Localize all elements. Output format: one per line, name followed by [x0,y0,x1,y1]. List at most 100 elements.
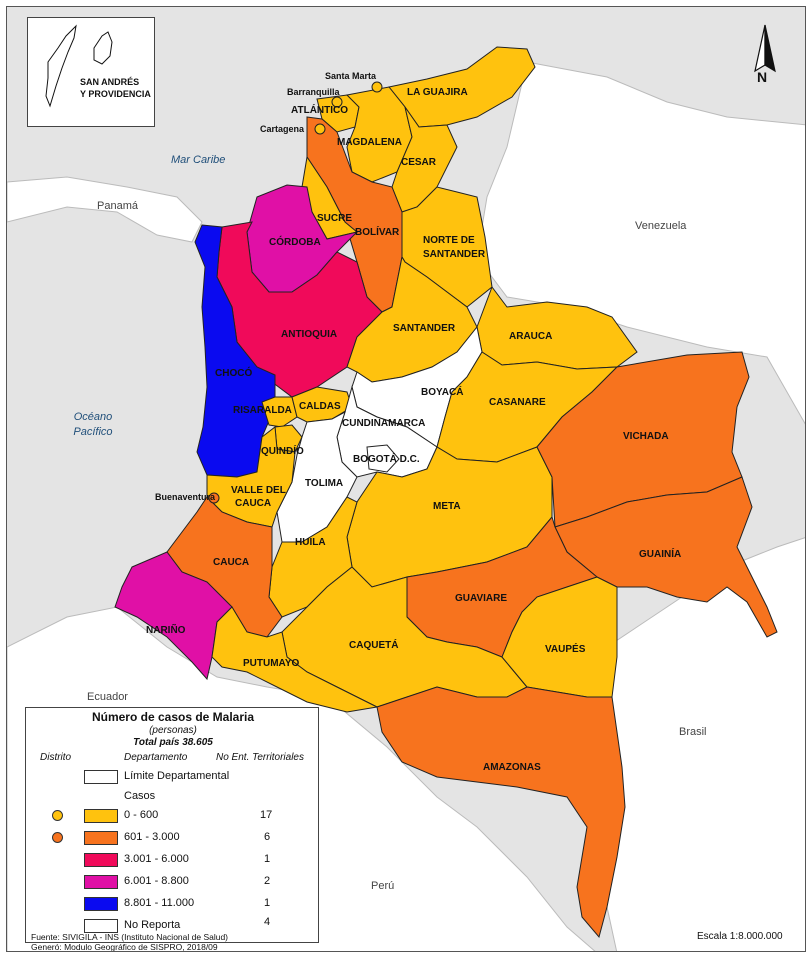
buenaventura-marker [208,492,220,504]
dept-label: MAGDALENA [337,137,402,148]
dept-label: VALLE DEL [231,485,286,496]
distrito-dot-0-600 [52,810,63,821]
dept-label: NARIÑO [146,623,186,636]
legend-box: Número de casos de Malaria (personas) To… [25,707,319,943]
dept-label: PUTUMAYO [243,658,300,669]
dept-label: ATLÁNTICO [291,103,348,116]
swatch-no-reporta [84,919,118,933]
city-label-barranquilla: Barranquilla [287,87,341,97]
range-label: 6.001 - 8.800 [124,875,189,887]
north-arrow-right-half [764,24,776,73]
dept-label: SANTANDER [423,249,486,260]
dept-label: SANTANDER [393,323,456,334]
north-letter: N [757,69,768,85]
land-panama [7,176,203,243]
dept-label: CALDAS [299,401,341,412]
dept-label: VICHADA [623,431,669,442]
footer-fuente: Fuente: SIVIGILA - INS (Instituto Nacion… [31,932,229,942]
inset-label-line1: SAN ANDRÉS [80,77,140,87]
legend-col-departamento: Departamento [124,752,188,763]
range-label: 601 - 3.000 [124,831,180,843]
city-label-cartagena: Cartagena [260,124,305,134]
range-count: 1 [264,853,271,865]
dept-label: CAUCA [213,557,249,568]
mar-caribe-label: Mar Caribe [171,154,225,166]
range-label: 8.801 - 11.000 [124,897,195,909]
legend-col-no-ent: No Ent. Territoriales [216,752,304,763]
limite-departamental-swatch [84,770,118,784]
dept-label: VAUPÉS [545,642,586,655]
range-count: 2 [264,875,271,887]
dept-label: CHOCÓ [215,366,252,379]
north-arrow-icon [754,24,776,73]
range-label: 0 - 600 [124,809,159,821]
san-andres-island [45,24,77,108]
dept-caldas [291,386,353,423]
inset-label-line2: Y PROVIDENCIA [80,89,151,99]
city-label-santa-marta: Santa Marta [325,71,377,81]
brasil-label: Brasil [679,726,707,738]
range-count: 17 [260,809,273,821]
barranquilla-marker [331,96,343,108]
dept-label: CESAR [401,157,437,168]
legend-casos-label: Casos [124,790,156,802]
range-count: 1 [264,897,271,909]
dept-label: BOYACÁ [421,385,463,398]
range-count: 4 [264,916,271,928]
pacifico-label: Pacífico [73,426,112,438]
dept-label: QUINDÍO [261,444,304,457]
dept-label: CASANARE [489,397,546,408]
dept-label: GUAINÍA [639,547,681,560]
inset-map-san-andres: SAN ANDRÉS Y PROVIDENCIA [27,17,155,127]
dept-label: BOLÍVAR [355,225,400,238]
footer-genero: Generó: Modulo Geográfico de SISPRO, 201… [31,942,218,952]
dept-narino [114,551,233,681]
distrito-dot-601-3000 [52,832,63,843]
dept-label: CAUCA [235,498,271,509]
range-label: No Reporta [124,919,181,931]
swatch-6001-8800 [84,875,118,889]
dept-label: ANTIOQUIA [281,329,337,340]
land-venezuela [476,61,805,425]
range-label: 3.001 - 6.000 [124,853,189,865]
dept-guainia [554,476,778,638]
dept-bogota [366,444,400,473]
dept-putumayo [211,606,379,713]
map-frame: Mar Caribe Océano Pacífico Panamá Venezu… [6,6,806,952]
peru-label: Perú [371,880,394,892]
swatch-8801-11000 [84,897,118,911]
providencia-island [93,31,113,65]
swatch-601-3000 [84,831,118,845]
inset-island-shapes [45,24,113,108]
dept-label: CAQUETÁ [349,638,398,651]
dept-label: GUAVIARE [455,593,507,604]
north-arrow-left-half [754,24,766,73]
dept-label: SUCRE [317,213,352,224]
legend-col-distrito: Distrito [40,752,72,763]
dept-label: LA GUAJIRA [407,87,468,98]
dept-label: NORTE DE [423,235,475,246]
footer-credits: Fuente: SIVIGILA - INS (Instituto Nacion… [31,932,229,952]
dept-label: RISARALDA [233,405,292,416]
inset-label: SAN ANDRÉS Y PROVIDENCIA [80,76,156,100]
dept-label: ARAUCA [509,331,552,342]
dept-label: META [433,501,461,512]
dept-label: BOGOTÁ D.C. [353,452,420,465]
legend-subtitle: (personas) [149,725,197,736]
limite-departamental-label: Límite Departamental [124,770,230,782]
map-scale: Escala 1:8.000.000 [697,931,783,942]
legend-total: Total país 38.605 [133,737,213,748]
dept-label: HUILA [295,537,326,548]
dept-label: CUNDINAMARCA [342,418,425,429]
dept-label: AMAZONAS [483,762,541,773]
venezuela-label: Venezuela [635,220,687,232]
oceano-label: Océano [74,411,113,423]
dept-label: TOLIMA [305,478,343,489]
cartagena-marker [314,123,326,135]
panama-label: Panamá [97,200,139,212]
santa-marta-marker [371,81,383,93]
swatch-0-600 [84,809,118,823]
swatch-3001-6000 [84,853,118,867]
dept-amazonas [376,686,626,939]
city-label-buenaventura: Buenaventura [155,492,216,502]
